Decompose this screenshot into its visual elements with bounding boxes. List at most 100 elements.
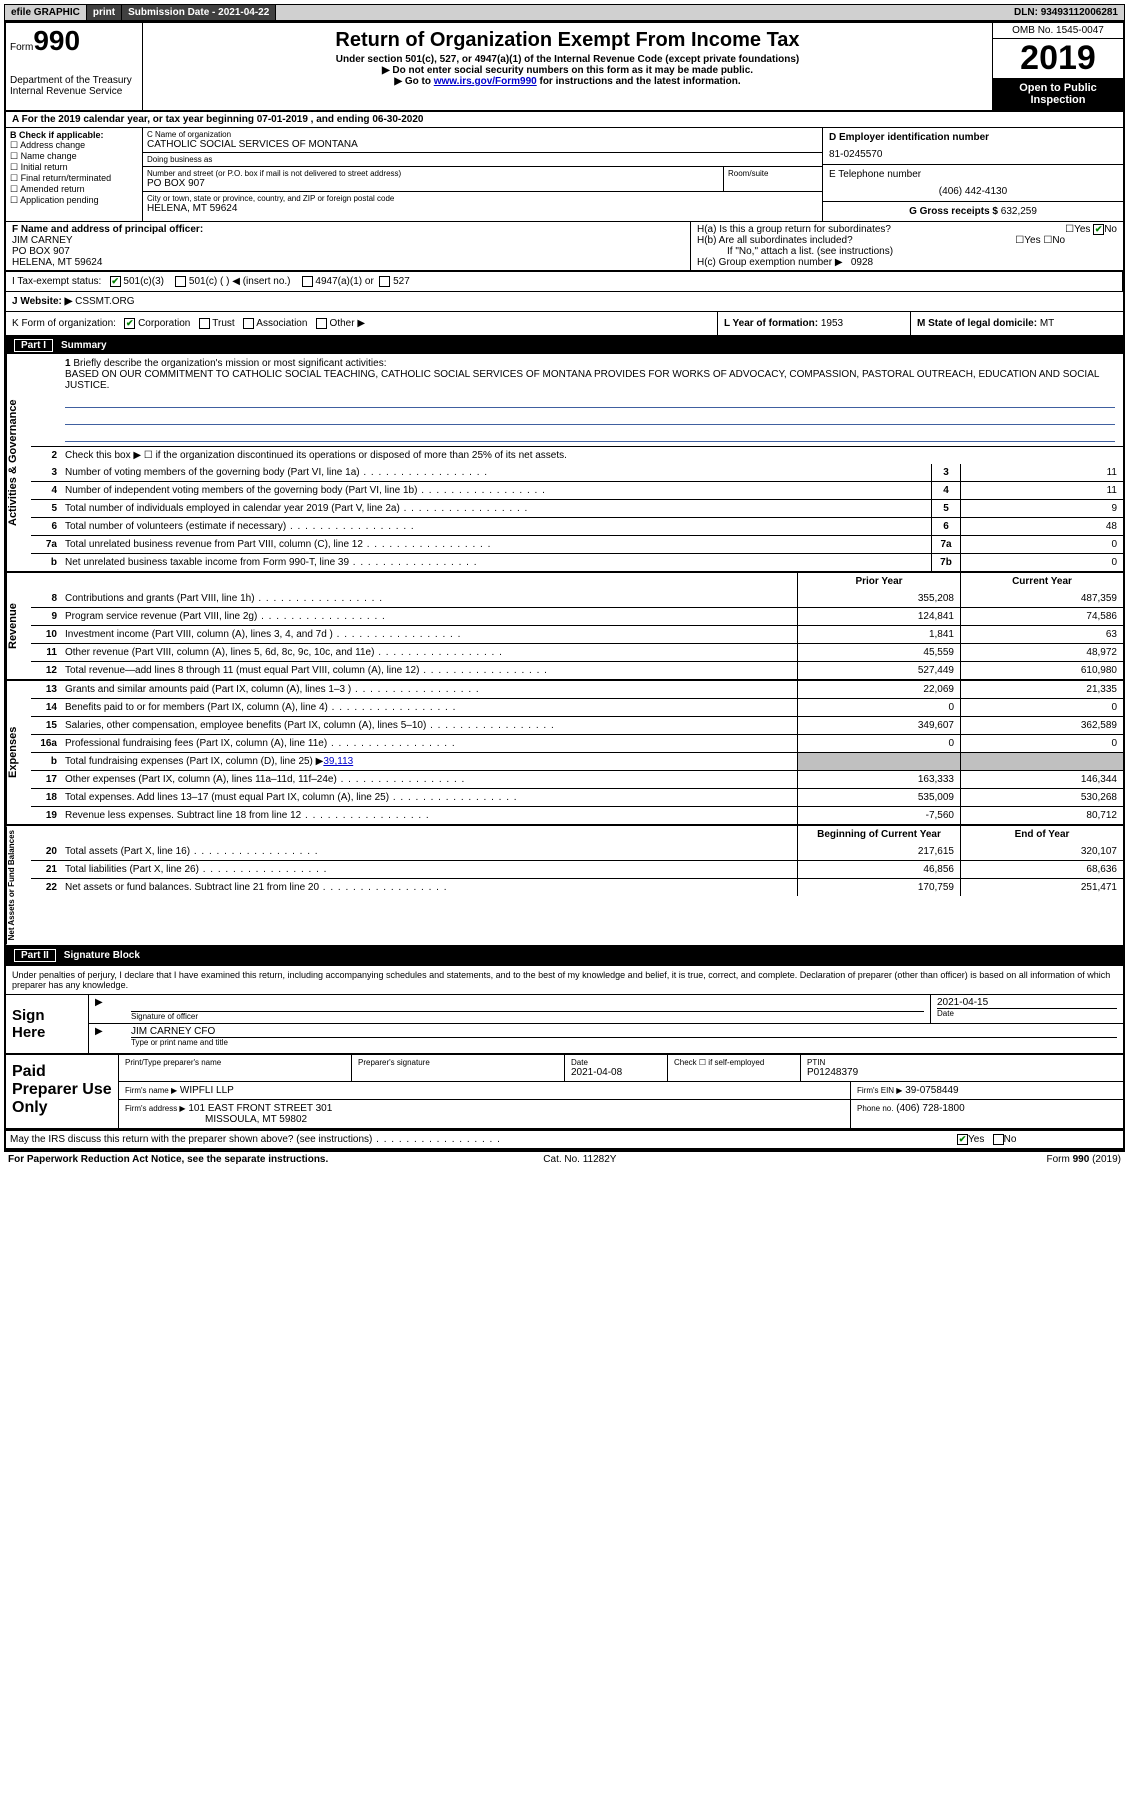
form-header-left: Form990 Department of the Treasury Inter…: [6, 23, 143, 110]
chk-association[interactable]: [243, 318, 254, 329]
row-i: I Tax-exempt status: ✔ 501(c)(3) 501(c) …: [6, 271, 1123, 292]
chk-501c3[interactable]: ✔: [110, 276, 121, 287]
line-box: 3: [931, 464, 960, 481]
row-a-period: A For the 2019 calendar year, or tax yea…: [6, 112, 1123, 128]
chk-corporation[interactable]: ✔: [124, 318, 135, 329]
data-line: 16a Professional fundraising fees (Part …: [31, 734, 1123, 752]
line-box: 7a: [931, 536, 960, 553]
current-year-value: 0: [960, 699, 1123, 716]
chk-final-return[interactable]: Final return/terminated: [10, 173, 138, 184]
data-line: 18 Total expenses. Add lines 13–17 (must…: [31, 788, 1123, 806]
discuss-no[interactable]: [993, 1134, 1004, 1145]
ein-value: 81-0245570: [829, 149, 1117, 160]
data-line: 11 Other revenue (Part VIII, column (A),…: [31, 643, 1123, 661]
line-text: Total unrelated business revenue from Pa…: [61, 536, 931, 553]
preparer-signature: Preparer's signature: [352, 1055, 565, 1081]
prior-year-value: 0: [797, 735, 960, 752]
prior-year-value: -7,560: [797, 807, 960, 824]
prior-year-value: 46,856: [797, 861, 960, 878]
data-line: 9 Program service revenue (Part VIII, li…: [31, 607, 1123, 625]
h-b-note: If "No," attach a list. (see instruction…: [697, 246, 1117, 257]
box-b: B Check if applicable: Address change Na…: [6, 128, 143, 221]
inline-link[interactable]: 39,113: [323, 756, 353, 767]
addr-value: PO BOX 907: [147, 178, 719, 189]
chk-527[interactable]: [379, 276, 390, 287]
chk-trust[interactable]: [199, 318, 210, 329]
city-row: City or town, state or province, country…: [143, 192, 822, 216]
prior-year-value: 217,615: [797, 843, 960, 860]
form-header-mid: Return of Organization Exempt From Incom…: [143, 23, 992, 110]
box-m: M State of legal domicile: MT: [910, 312, 1123, 335]
footer-left: For Paperwork Reduction Act Notice, see …: [8, 1154, 328, 1165]
row-f-h: F Name and address of principal officer:…: [6, 222, 1123, 271]
officer-label: F Name and address of principal officer:: [12, 224, 684, 235]
signature-row: ▶ Signature of officer 2021-04-15 Date: [89, 995, 1123, 1024]
officer-signature[interactable]: Signature of officer: [125, 995, 931, 1023]
chk-other[interactable]: [316, 318, 327, 329]
data-line: 22 Net assets or fund balances. Subtract…: [31, 878, 1123, 896]
chk-name-change[interactable]: Name change: [10, 151, 138, 162]
vtab-revenue: Revenue: [6, 573, 31, 679]
data-line: 13 Grants and similar amounts paid (Part…: [31, 681, 1123, 698]
tel-row: E Telephone number (406) 442-4130: [823, 165, 1123, 202]
prior-year-value: 124,841: [797, 608, 960, 625]
chk-address-change[interactable]: Address change: [10, 140, 138, 151]
chk-amended-return[interactable]: Amended return: [10, 184, 138, 195]
website-value: CSSMT.ORG: [75, 296, 134, 307]
irs-link[interactable]: www.irs.gov/Form990: [434, 76, 537, 87]
officer-addr2: HELENA, MT 59624: [12, 257, 684, 268]
line-1: 1 Briefly describe the organization's mi…: [31, 354, 1123, 446]
firm-address: Firm's address ▶ 101 EAST FRONT STREET 3…: [119, 1100, 851, 1128]
firm-ein: Firm's EIN ▶ 39-0758449: [851, 1082, 1123, 1099]
part-1-bar: Part I Summary: [6, 337, 1123, 354]
data-line: 12 Total revenue—add lines 8 through 11 …: [31, 661, 1123, 679]
line-text: Revenue less expenses. Subtract line 18 …: [61, 807, 797, 824]
data-line: 10 Investment income (Part VIII, column …: [31, 625, 1123, 643]
chk-4947[interactable]: [302, 276, 313, 287]
current-year-value: 68,636: [960, 861, 1123, 878]
gov-line: 5 Total number of individuals employed i…: [31, 499, 1123, 517]
vtab-net-assets: Net Assets or Fund Balances: [6, 826, 31, 944]
line-text: Total number of individuals employed in …: [61, 500, 931, 517]
current-year-value: 320,107: [960, 843, 1123, 860]
current-year-value: 0: [960, 735, 1123, 752]
paid-preparer-label: Paid Preparer Use Only: [6, 1055, 119, 1128]
gov-line: 4 Number of independent voting members o…: [31, 481, 1123, 499]
org-name-row: C Name of organization CATHOLIC SOCIAL S…: [143, 128, 822, 153]
data-line: 20 Total assets (Part X, line 16) 217,61…: [31, 843, 1123, 860]
current-year-value: 530,268: [960, 789, 1123, 806]
prior-year-value: 45,559: [797, 644, 960, 661]
top-bar: efile GRAPHIC print Submission Date - 20…: [4, 4, 1125, 21]
line-value: 11: [960, 482, 1123, 499]
section-revenue: Revenue Prior Year Current Year 8 Contri…: [6, 573, 1123, 681]
form-subtitle-1: Under section 501(c), 527, or 4947(a)(1)…: [147, 54, 988, 65]
prior-year-value: 355,208: [797, 590, 960, 607]
box-c: C Name of organization CATHOLIC SOCIAL S…: [143, 128, 822, 221]
chk-initial-return[interactable]: Initial return: [10, 162, 138, 173]
gov-line: 6 Total number of volunteers (estimate i…: [31, 517, 1123, 535]
line-text: Contributions and grants (Part VIII, lin…: [61, 590, 797, 607]
line-text: Grants and similar amounts paid (Part IX…: [61, 681, 797, 698]
preparer-date: Date2021-04-08: [565, 1055, 668, 1081]
discuss-yes[interactable]: ✔: [957, 1134, 968, 1145]
governance-body: 1 Briefly describe the organization's mi…: [31, 354, 1123, 571]
gov-line: b Net unrelated business taxable income …: [31, 553, 1123, 571]
line-text: Other expenses (Part IX, column (A), lin…: [61, 771, 797, 788]
chk-501c[interactable]: [175, 276, 186, 287]
sign-here-block: Sign Here ▶ Signature of officer 2021-04…: [6, 995, 1123, 1055]
chk-application-pending[interactable]: Application pending: [10, 195, 138, 206]
prior-year-value: 1,841: [797, 626, 960, 643]
current-year-value: 21,335: [960, 681, 1123, 698]
officer-print-name: JIM CARNEY CFO Type or print name and ti…: [125, 1024, 1123, 1049]
line-value: 48: [960, 518, 1123, 535]
print-button[interactable]: print: [87, 5, 122, 20]
entity-block: B Check if applicable: Address change Na…: [6, 128, 1123, 222]
prior-year-value: 170,759: [797, 879, 960, 896]
dept-treasury: Department of the Treasury: [10, 75, 138, 86]
box-l: L Year of formation: 1953: [717, 312, 910, 335]
gross-row: G Gross receipts $ 632,259: [823, 202, 1123, 221]
current-year-header: Current Year: [960, 573, 1123, 590]
self-employed-check[interactable]: Check ☐ if self-employed: [668, 1055, 801, 1081]
current-year-value: 610,980: [960, 662, 1123, 679]
room-label: Room/suite: [728, 169, 818, 178]
